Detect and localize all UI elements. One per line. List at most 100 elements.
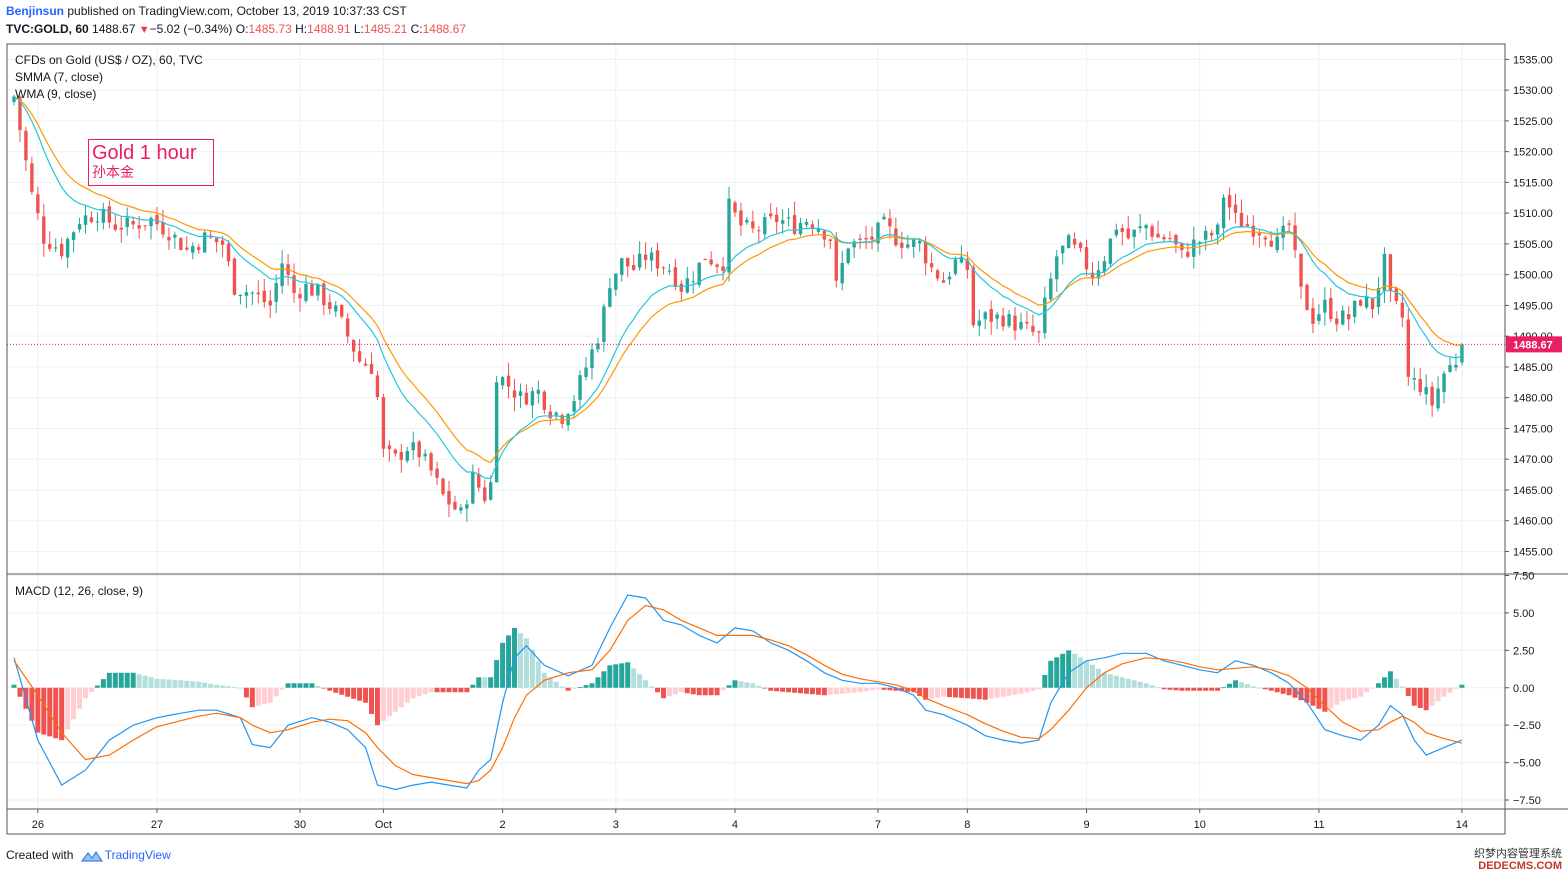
candle-down <box>864 238 868 240</box>
high-value: 1488.91 <box>307 22 351 36</box>
macd-hist-bar <box>1429 687 1435 706</box>
symbol-name[interactable]: TVC:GOLD, 60 <box>6 22 89 36</box>
candle-up <box>411 442 415 451</box>
macd-lines <box>13 594 1463 791</box>
candle-up <box>1007 314 1011 326</box>
macd-hist-bar <box>690 687 696 695</box>
macd-hist-bar <box>506 635 512 688</box>
macd-legend[interactable]: MACD (12, 26, close, 9) <box>15 584 144 598</box>
watermark: 织梦内容管理系统 DEDECMS.COM <box>1474 848 1562 872</box>
candle-up <box>1192 239 1196 257</box>
candle-up <box>334 305 338 312</box>
macd-hist-bar <box>83 687 89 699</box>
candle-down <box>524 392 529 405</box>
macd-hist-bar <box>768 687 774 691</box>
candle-up <box>947 276 952 280</box>
macd-hist-bar <box>929 687 935 699</box>
macd-hist-bar <box>821 687 827 696</box>
macd-hist-bar <box>237 687 243 689</box>
wma-legend[interactable]: WMA (9, close) <box>15 87 97 101</box>
candle-up <box>977 320 981 326</box>
candle-up <box>578 375 582 400</box>
price-tick-label: 1495.00 <box>1513 300 1553 312</box>
macd-hist-bar <box>416 687 422 697</box>
macd-hist-bar <box>619 663 625 688</box>
macd-hist-bar <box>1423 687 1429 711</box>
candle-down <box>721 266 725 272</box>
macd-hist-bar <box>523 638 529 688</box>
macd-hist-bar <box>327 687 333 691</box>
candle-down <box>941 280 946 283</box>
candle-down <box>1090 272 1095 279</box>
macd-hist-bar <box>643 680 649 688</box>
macd-hist-bar <box>1352 687 1358 699</box>
macd-hist-bar <box>363 687 369 703</box>
macd-hist-bar <box>595 677 601 688</box>
candle-down <box>661 267 666 269</box>
macd-hist-bar <box>184 680 190 688</box>
time-tick-label: 2 <box>500 819 506 831</box>
macd-hist-bar <box>357 687 363 701</box>
candle-up <box>1448 365 1452 372</box>
candle-down <box>328 302 332 310</box>
candle-down <box>655 250 660 269</box>
macd-hist-bar <box>583 685 589 688</box>
candle-up <box>536 389 541 394</box>
macd-hist-bar <box>809 687 815 695</box>
candle-down <box>542 391 547 410</box>
instrument-legend[interactable]: CFDs on Gold (US$ / OZ), 60, TVC <box>15 53 203 67</box>
macd-hist-bar <box>476 677 482 688</box>
candle-down <box>679 283 684 292</box>
macd-hist-bar <box>672 687 678 695</box>
candle-up <box>983 312 987 320</box>
candle-down <box>1084 247 1089 270</box>
macd-hist-bar <box>148 677 154 688</box>
candle-down <box>131 221 135 225</box>
candle-up <box>1204 230 1208 240</box>
candle-down <box>1245 224 1250 227</box>
price-tick-label: 1455.00 <box>1513 546 1553 558</box>
time-tick-label: 11 <box>1313 819 1324 831</box>
macd-hist-bar <box>976 687 982 700</box>
candlestick-series[interactable] <box>12 94 1464 522</box>
candle-up <box>608 288 612 307</box>
candle-down <box>1329 297 1333 320</box>
candle-down <box>1001 315 1005 327</box>
candle-down <box>137 225 141 229</box>
candle-down <box>220 240 225 245</box>
candle-up <box>959 256 964 263</box>
time-tick-label: 10 <box>1194 819 1206 831</box>
candle-down <box>709 259 713 265</box>
candle-up <box>1352 301 1357 318</box>
smma-line <box>13 96 1463 480</box>
macd-hist-bar <box>488 677 494 688</box>
tradingview-brand[interactable]: TradingView <box>104 848 171 862</box>
macd-hist-bar <box>1393 678 1399 688</box>
author-link[interactable]: Benjinsun <box>6 4 65 18</box>
candle-up <box>1215 224 1220 235</box>
candle-down <box>24 130 28 161</box>
macd-hist-bar <box>1191 687 1197 691</box>
macd-hist-bar <box>339 687 345 695</box>
macd-hist-bar <box>1221 687 1227 689</box>
candle-down <box>345 318 350 337</box>
signal-line <box>13 604 1463 785</box>
candle-up <box>71 232 76 241</box>
candle-down <box>1358 300 1363 306</box>
candle-down <box>894 228 898 246</box>
candle-down <box>185 247 189 250</box>
macd-hist-bar <box>964 687 970 699</box>
macd-hist-bar <box>261 687 267 705</box>
last-price-marker: 1488.67 <box>7 336 1562 353</box>
candle-up <box>274 283 278 302</box>
candle-up <box>518 391 523 396</box>
candle-up <box>876 222 880 244</box>
annotation-box[interactable]: Gold 1 hour 孙本金 <box>88 139 214 186</box>
macd-hist-bar <box>190 681 196 688</box>
macd-tick-label: 2.50 <box>1513 645 1534 657</box>
macd-hist-bar <box>434 687 440 693</box>
macd-hist-bar <box>1292 687 1298 698</box>
macd-hist-bar <box>899 687 905 692</box>
candle-up <box>530 391 535 406</box>
smma-legend[interactable]: SMMA (7, close) <box>15 70 104 84</box>
